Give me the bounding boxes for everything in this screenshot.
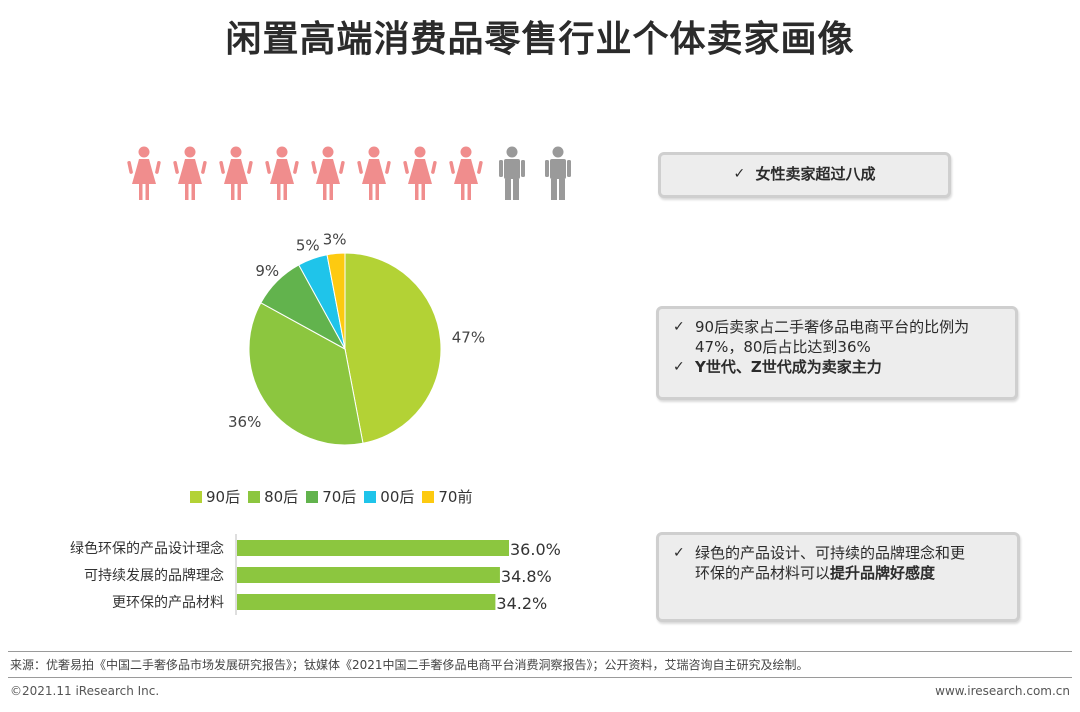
pie-data-label: 47% [452,328,485,346]
concept-insight-text-1b: 环保的产品材料可以 [695,564,831,582]
bar-category-label: 绿色环保的产品设计理念 [70,540,224,557]
legend-label: 70后 [322,488,357,506]
age-insight-text-2: Y世代、Z世代成为卖家主力 [695,358,882,376]
page-title: 闲置高端消费品零售行业个体卖家画像 [225,19,855,60]
check-icon: ✓ [673,545,685,561]
male-icon [545,146,571,200]
female-icon [311,146,345,200]
male-icon [499,146,525,200]
pie-slice-80后 [248,302,364,446]
pie-data-label: 9% [255,262,279,280]
legend-item: 90后 [190,486,240,507]
female-icon [265,146,299,200]
footer-divider [8,677,1072,678]
copyright: ©2021.11 iResearch Inc. [10,684,160,698]
age-insight-text-1b: 47%，80后占比达到36% [695,338,871,356]
concept-insight-box: ✓ 绿色的产品设计、可持续的品牌理念和更 环保的产品材料可以提升品牌好感度 [656,532,1020,622]
bar [237,540,509,556]
concept-insight-text-1: 绿色的产品设计、可持续的品牌理念和更 [695,544,966,562]
pie-data-label: 5% [296,237,320,255]
bar [237,567,500,583]
legend-label: 80后 [264,488,299,506]
bar-category-label: 可持续发展的品牌理念 [84,567,224,584]
female-icon [449,146,483,200]
check-icon: ✓ [673,359,685,375]
pie-slice-90后 [344,252,442,444]
legend-item: 80后 [248,486,298,507]
legend-swatch [190,490,202,503]
pie-data-label: 3% [323,230,347,248]
age-insight-text-1: 90后卖家占二手奢侈品电商平台的比例为 [695,318,970,336]
legend-swatch [306,490,319,503]
legend-label: 90后 [206,488,241,506]
legend-item: 00后 [364,486,414,507]
female-icon [403,146,437,200]
pie-data-label: 36% [228,413,261,431]
gender-insight-box: ✓ 女性卖家超过八成 [658,152,951,198]
footer-divider [8,651,1072,652]
legend-swatch [422,490,435,503]
pie-legend: 90后 80后 70后 00后 70前 [190,486,472,507]
bar-value-label: 36.0% [510,540,561,559]
source-note: 来源：优奢易拍《中国二手奢侈品市场发展研究报告》；钛媒体《2021中国二手奢侈品… [10,658,809,672]
check-icon: ✓ [733,166,746,182]
legend-swatch [248,490,261,503]
bar-value-label: 34.2% [496,594,547,613]
female-icon [219,146,253,200]
concept-insight-text-bold: 提升品牌好感度 [830,564,936,582]
female-icon [173,146,207,200]
legend-label: 00后 [380,488,415,506]
legend-item: 70后 [306,486,356,507]
age-insight-box: ✓ 90后卖家占二手奢侈品电商平台的比例为 47%，80后占比达到36% ✓ Y… [656,306,1018,400]
female-icon [127,146,161,200]
legend-swatch [364,490,377,503]
age-pie-chart: 47% 36% 9% 5% 3% [228,230,485,446]
pie-slice-70前 [326,252,346,350]
gender-icon-row [127,146,571,200]
gender-insight-text: 女性卖家超过八成 [755,165,876,183]
female-icon [357,146,391,200]
legend-item: 70前 [422,486,472,507]
check-icon: ✓ [673,319,685,335]
bar-value-label: 34.8% [501,567,552,586]
bar-category-label: 更环保的产品材料 [112,595,224,611]
website: www.iresearch.com.cn [935,684,1070,698]
bar [237,594,496,610]
concept-bar-chart: 绿色环保的产品设计理念 36.0% 可持续发展的品牌理念 34.8% 更环保的产品材料 3… [70,534,561,615]
legend-label: 70前 [438,488,473,506]
